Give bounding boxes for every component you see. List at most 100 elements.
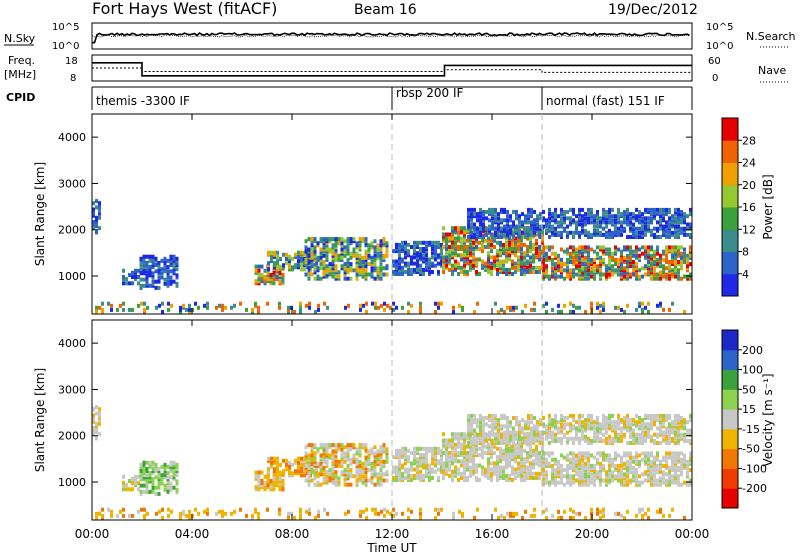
velocity-cell (437, 476, 440, 480)
power-cell (551, 262, 554, 267)
velocity-cell (466, 459, 469, 464)
velocity-cell (470, 430, 473, 435)
velocity-cell (554, 459, 557, 464)
velocity-cell (422, 476, 425, 480)
power-cell (175, 273, 179, 278)
power-cell (499, 265, 502, 270)
velocity-cell (157, 466, 161, 471)
velocity-cbar-swatch-2 (722, 448, 738, 469)
velocity-cell (650, 459, 653, 464)
power-cell (355, 266, 359, 271)
power-cell (448, 236, 451, 241)
velocity-cell (551, 420, 554, 425)
velocity-cell (581, 472, 584, 477)
velocity-cell (590, 463, 593, 468)
velocity-cell (511, 478, 514, 482)
velocity-cell (517, 451, 520, 455)
velocity-cell (172, 462, 176, 467)
velocity-cell (569, 480, 572, 485)
velocity-cell (677, 457, 680, 462)
power-cell (404, 240, 407, 245)
power-cell (665, 235, 668, 239)
power-cell (662, 207, 665, 212)
velocity-cell (359, 513, 362, 518)
power-cell (206, 301, 209, 306)
power-cell (512, 230, 515, 235)
velocity-cell (473, 418, 476, 423)
power-cell (593, 232, 596, 237)
velocity-cell (221, 513, 224, 518)
velocity-cell (593, 438, 596, 443)
noise-left-tick-top: 10^5 (52, 22, 79, 33)
velocity-cell (434, 459, 437, 464)
power-cell (620, 232, 623, 237)
velocity-cell (551, 418, 554, 423)
velocity-cell (484, 451, 487, 455)
velocity-cell (677, 438, 680, 443)
power-cell (175, 275, 179, 280)
power-cell (416, 267, 419, 272)
velocity-cell (686, 463, 689, 468)
velocity-cell (596, 511, 599, 516)
power-cell (379, 257, 383, 262)
velocity-cell (626, 472, 629, 477)
velocity-cell (98, 421, 101, 426)
velocity-cell (493, 444, 496, 449)
power-cell (95, 217, 98, 222)
velocity-cell (448, 467, 451, 472)
velocity-cell (524, 432, 527, 437)
velocity-cell (563, 418, 566, 423)
power-cell (662, 257, 665, 262)
velocity-cell (364, 474, 368, 479)
power-cell (596, 222, 599, 227)
power-cell (635, 214, 638, 219)
velocity-cell (440, 467, 443, 472)
velocity-cell (614, 426, 617, 431)
power-cell (487, 257, 490, 262)
power-ytick-tick-0: 1000 (58, 270, 86, 283)
power-cell (373, 245, 377, 250)
power-cell (502, 270, 505, 274)
power-cbar-tick-0: 4 (742, 268, 749, 281)
velocity-cell (134, 476, 137, 481)
power-cell (508, 236, 511, 241)
velocity-cell (131, 481, 134, 485)
power-cell (560, 264, 563, 269)
power-cell (263, 279, 267, 284)
power-cell (665, 260, 668, 264)
velocity-cell (442, 461, 445, 466)
velocity-cell (346, 482, 350, 487)
power-cell (677, 232, 680, 237)
velocity-cell (251, 516, 254, 520)
velocity-cell (340, 470, 344, 475)
power-cell (683, 260, 686, 264)
power-cell (689, 262, 692, 267)
power-cell (626, 216, 629, 221)
velocity-cell (605, 482, 608, 487)
power-cell (512, 220, 515, 225)
velocity-cell (620, 482, 623, 487)
power-cell (407, 270, 410, 274)
velocity-cell (512, 428, 515, 433)
velocity-cell (358, 445, 362, 450)
velocity-cell (434, 461, 437, 466)
velocity-cell (451, 434, 454, 439)
velocity-cell (263, 474, 267, 479)
velocity-cell (395, 469, 398, 474)
velocity-cell (282, 458, 285, 463)
velocity-cell (407, 455, 410, 460)
power-cell (434, 245, 437, 249)
velocity-cell (194, 507, 197, 512)
power-cell (653, 276, 656, 281)
power-cell (584, 276, 587, 281)
velocity-cbar-swatch-4 (722, 409, 738, 430)
velocity-cell (379, 445, 383, 450)
power-cell (596, 212, 599, 217)
velocity-cell (569, 516, 572, 520)
velocity-cell (584, 418, 587, 423)
power-cell (620, 249, 623, 254)
velocity-cell (297, 471, 300, 476)
power-cell (623, 210, 626, 214)
velocity-cell (442, 444, 445, 449)
velocity-cell (599, 476, 602, 481)
